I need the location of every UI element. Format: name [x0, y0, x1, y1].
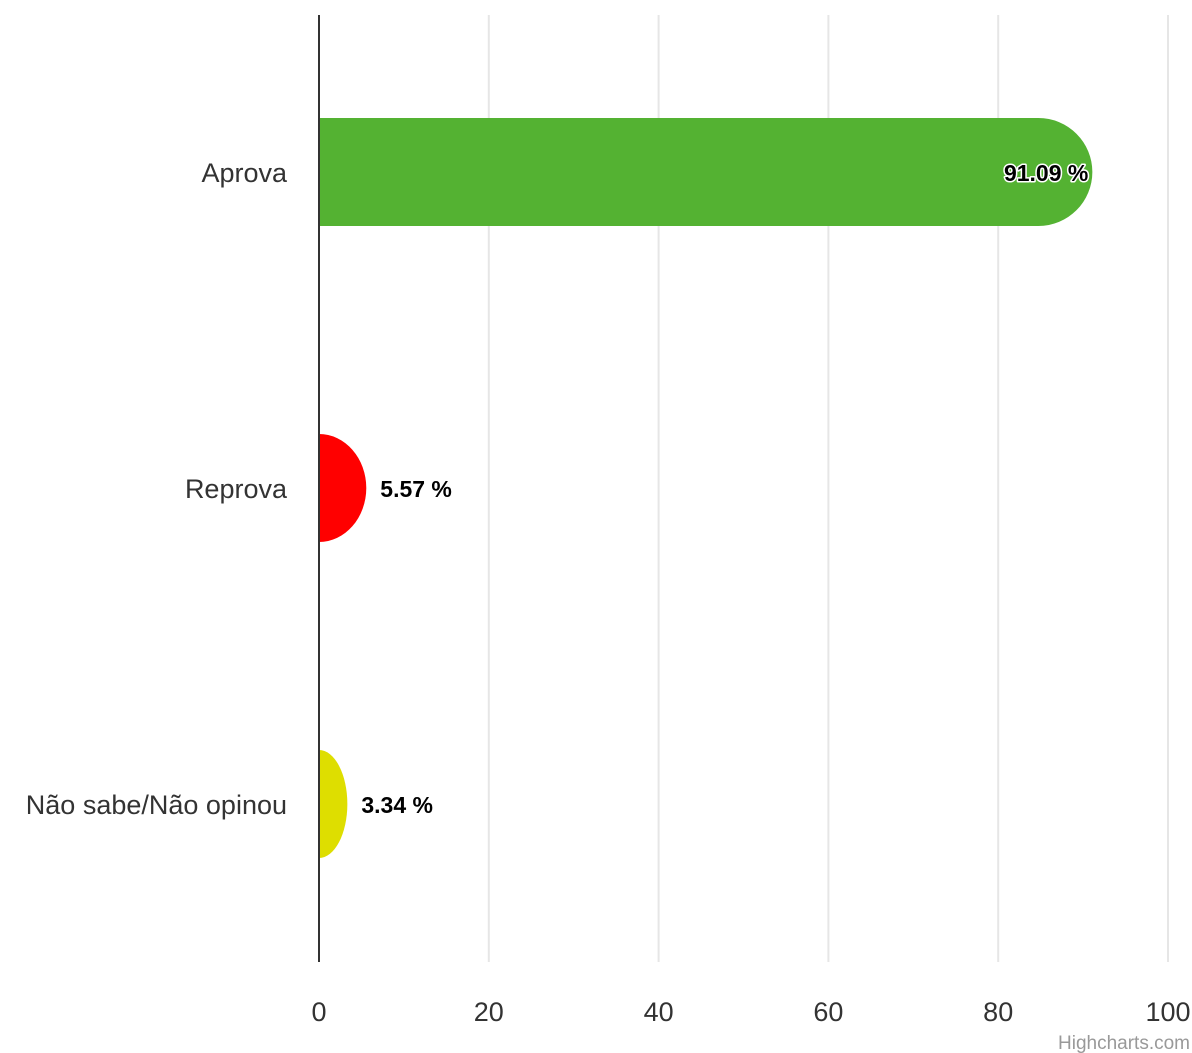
- x-tick-label-40: 40: [644, 997, 674, 1027]
- x-tick-label-0: 0: [311, 997, 326, 1027]
- x-tick-label-80: 80: [983, 997, 1013, 1027]
- credits-link[interactable]: Highcharts.com: [1058, 1033, 1190, 1053]
- data-label-1: 5.57 %: [380, 476, 452, 502]
- x-tick-label-100: 100: [1145, 997, 1190, 1027]
- category-label-1: Reprova: [185, 474, 288, 504]
- bar-1[interactable]: [319, 434, 367, 542]
- x-tick-label-20: 20: [474, 997, 504, 1027]
- bars: [319, 118, 1093, 858]
- category-label-0: Aprova: [201, 158, 288, 188]
- value-axis-tick-labels: 0 20 40 60 80 100: [311, 997, 1190, 1027]
- category-label-2: Não sabe/Não opinou: [26, 790, 287, 820]
- bar-2[interactable]: [319, 750, 348, 858]
- x-tick-label-60: 60: [813, 997, 843, 1027]
- data-labels: 91.09 % 5.57 % 3.34 %: [361, 159, 1089, 819]
- data-label-2: 3.34 %: [361, 792, 433, 818]
- data-label-0: 91.09 %: [1004, 160, 1088, 186]
- bar-0[interactable]: [319, 118, 1093, 226]
- category-labels: Aprova Reprova Não sabe/Não opinou: [26, 158, 288, 820]
